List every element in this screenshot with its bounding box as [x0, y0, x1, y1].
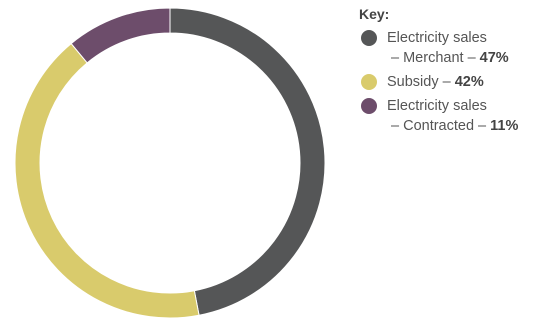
legend-label-line1: Electricity sales [387, 30, 487, 46]
legend-percent: 47% [479, 50, 509, 66]
legend-percent: 11% [490, 118, 519, 134]
legend-label-line2: – Contracted – 11% [391, 118, 519, 134]
slice-merchant [169, 7, 326, 316]
legend-swatch-subsidy [361, 74, 377, 90]
donut-chart [14, 7, 326, 319]
legend: Key: Electricity sales – Merchant – 47% … [359, 6, 542, 140]
legend-item-merchant: Electricity sales – Merchant – 47% [359, 28, 542, 68]
legend-swatch-contracted [361, 98, 377, 114]
slice-subsidy [14, 42, 200, 319]
slice-contracted [70, 7, 171, 64]
legend-label-line1: Electricity sales [387, 98, 487, 114]
legend-item-contracted: Electricity sales – Contracted – 11% [359, 96, 542, 136]
legend-percent: 42% [454, 74, 484, 90]
legend-title: Key: [359, 6, 390, 22]
legend-swatch-merchant [361, 30, 377, 46]
legend-label-line2: – Merchant – 47% [391, 50, 509, 66]
legend-label: Subsidy – 42% [387, 74, 484, 90]
legend-item-subsidy: Subsidy – 42% [359, 72, 542, 92]
